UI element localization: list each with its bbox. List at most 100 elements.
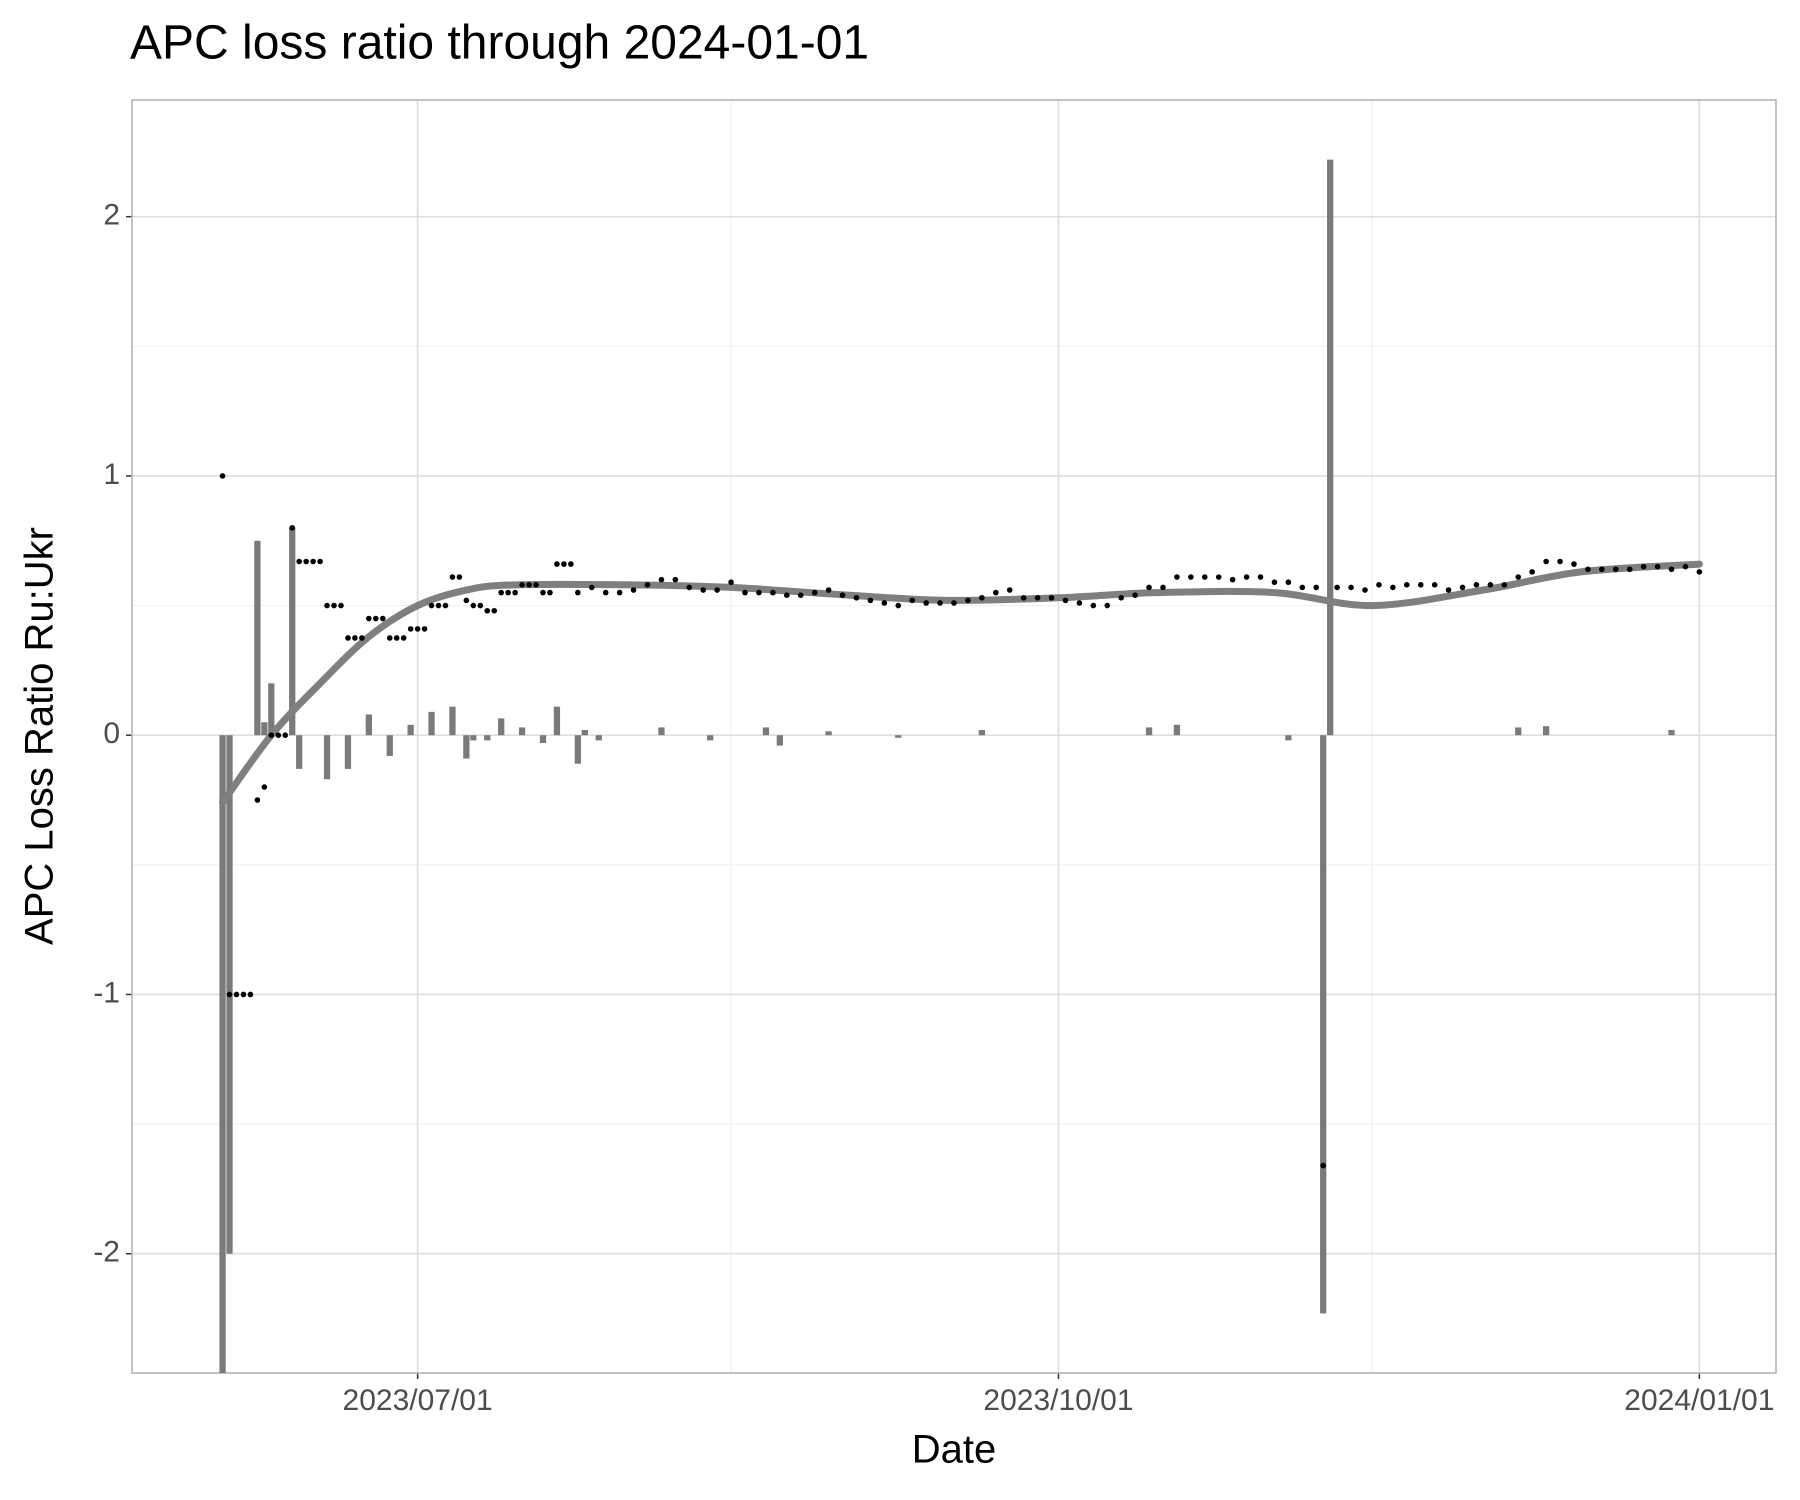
point	[435, 602, 442, 609]
point	[505, 589, 511, 596]
point	[630, 587, 637, 593]
bar	[296, 735, 303, 769]
point	[1557, 558, 1563, 565]
point	[275, 732, 282, 739]
point	[811, 589, 818, 596]
point	[1271, 579, 1278, 586]
point	[421, 626, 428, 632]
bar	[428, 711, 435, 736]
point	[470, 602, 477, 609]
point	[268, 732, 275, 739]
point	[1626, 566, 1633, 573]
bar	[1320, 735, 1327, 1314]
bar	[776, 735, 783, 746]
bar	[254, 540, 261, 736]
point	[1417, 582, 1424, 588]
point	[700, 587, 707, 593]
trend-line	[219, 560, 1703, 807]
point	[414, 626, 421, 632]
point	[338, 602, 344, 609]
point	[240, 991, 247, 998]
point	[951, 600, 957, 606]
point	[992, 589, 999, 596]
point	[1654, 563, 1661, 570]
point	[1668, 566, 1675, 573]
y-axis-label: APC Loss Ratio Ru:Ukr	[18, 527, 62, 945]
point	[1390, 584, 1396, 591]
bar	[553, 706, 561, 736]
y-tick-label: 1	[103, 458, 120, 491]
point	[1445, 587, 1452, 593]
point	[1299, 584, 1306, 591]
point	[1431, 582, 1438, 588]
point	[386, 635, 393, 641]
x-tick-label: 2023/10/01	[983, 1384, 1133, 1417]
point	[254, 797, 261, 803]
point	[1313, 584, 1320, 591]
point	[568, 561, 574, 567]
bar	[386, 735, 393, 756]
point	[1599, 566, 1605, 573]
point	[784, 592, 790, 598]
point	[1529, 569, 1535, 575]
point	[1612, 566, 1619, 573]
bar	[574, 735, 581, 764]
point	[1348, 584, 1354, 591]
point	[247, 991, 254, 998]
point	[1062, 597, 1069, 604]
point	[1188, 574, 1194, 580]
point	[937, 600, 943, 606]
bar	[1173, 724, 1181, 736]
point	[352, 635, 358, 641]
point	[1090, 602, 1097, 609]
point	[1334, 584, 1340, 591]
bar	[1327, 159, 1334, 736]
point	[498, 589, 505, 596]
point	[644, 582, 651, 588]
point	[547, 589, 553, 596]
point	[1501, 582, 1508, 588]
x-tick-label: 2023/07/01	[343, 1384, 493, 1417]
point	[1048, 594, 1055, 601]
point	[1174, 574, 1180, 580]
point	[561, 561, 567, 567]
point	[373, 615, 379, 622]
point	[1118, 594, 1124, 601]
point	[742, 589, 748, 596]
point	[345, 635, 351, 641]
point	[797, 592, 804, 598]
bar	[449, 706, 456, 736]
point	[1459, 584, 1466, 591]
point	[456, 574, 463, 580]
point	[1473, 582, 1480, 588]
bar	[825, 731, 832, 736]
point	[1146, 584, 1152, 591]
bar	[344, 735, 352, 769]
y-tick-label: 2	[103, 199, 120, 232]
point	[463, 597, 470, 604]
point	[533, 582, 539, 588]
bar	[762, 727, 770, 736]
bar	[581, 730, 588, 736]
point	[1640, 563, 1647, 570]
point	[1104, 602, 1111, 609]
point	[310, 558, 316, 565]
point	[359, 635, 365, 641]
y-tick-label: -1	[93, 976, 120, 1009]
point	[233, 991, 240, 998]
point	[540, 589, 546, 596]
bar	[407, 724, 414, 736]
point	[324, 602, 330, 609]
point	[1285, 579, 1292, 586]
bar	[895, 735, 902, 738]
point	[1682, 563, 1689, 570]
bar	[498, 718, 505, 736]
point	[296, 558, 302, 565]
point	[1160, 584, 1166, 591]
plot-border	[131, 99, 1777, 1374]
point	[1515, 574, 1522, 580]
point	[512, 589, 518, 596]
bar	[658, 727, 665, 736]
point	[867, 597, 874, 604]
point	[393, 635, 400, 641]
